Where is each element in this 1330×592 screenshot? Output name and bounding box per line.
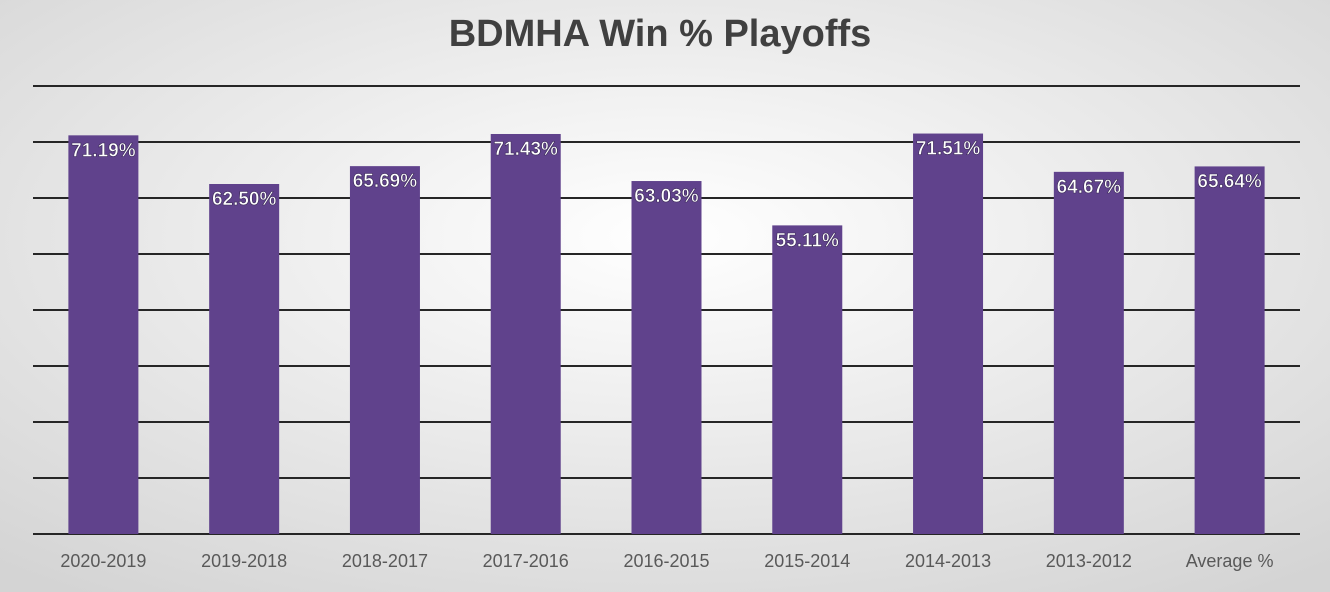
bar bbox=[209, 184, 280, 534]
data-label: 55.11% bbox=[776, 230, 839, 251]
bar bbox=[490, 133, 561, 534]
data-label: 71.43% bbox=[493, 139, 558, 160]
x-tick-label: 2014-2013 bbox=[905, 551, 991, 571]
bar bbox=[1053, 171, 1124, 534]
x-tick-label: 2019-2018 bbox=[201, 551, 287, 571]
bar bbox=[913, 133, 984, 534]
x-tick-label: 2016-2015 bbox=[623, 551, 709, 571]
bar bbox=[631, 181, 702, 535]
data-label: 71.19% bbox=[71, 140, 136, 161]
x-tick-label: 2013-2012 bbox=[1046, 551, 1132, 571]
chart-title: BDMHA Win % Playoffs bbox=[449, 13, 872, 55]
bar bbox=[68, 135, 139, 534]
data-label: 71.51% bbox=[916, 139, 981, 160]
x-tick-label: 2018-2017 bbox=[342, 551, 428, 571]
data-label: 62.50% bbox=[212, 189, 277, 210]
x-tick-label: 2020-2019 bbox=[60, 551, 146, 571]
x-tick-label: 2015-2014 bbox=[764, 551, 850, 571]
bar bbox=[349, 166, 420, 535]
x-tick-label: Average % bbox=[1186, 551, 1274, 571]
x-tick-label: 2017-2016 bbox=[483, 551, 569, 571]
bar bbox=[1194, 166, 1265, 534]
bar bbox=[772, 225, 843, 534]
data-label: 64.67% bbox=[1057, 177, 1122, 198]
data-label: 65.69% bbox=[353, 171, 418, 192]
data-label: 63.03% bbox=[634, 186, 699, 207]
data-label: 65.64% bbox=[1197, 171, 1262, 192]
